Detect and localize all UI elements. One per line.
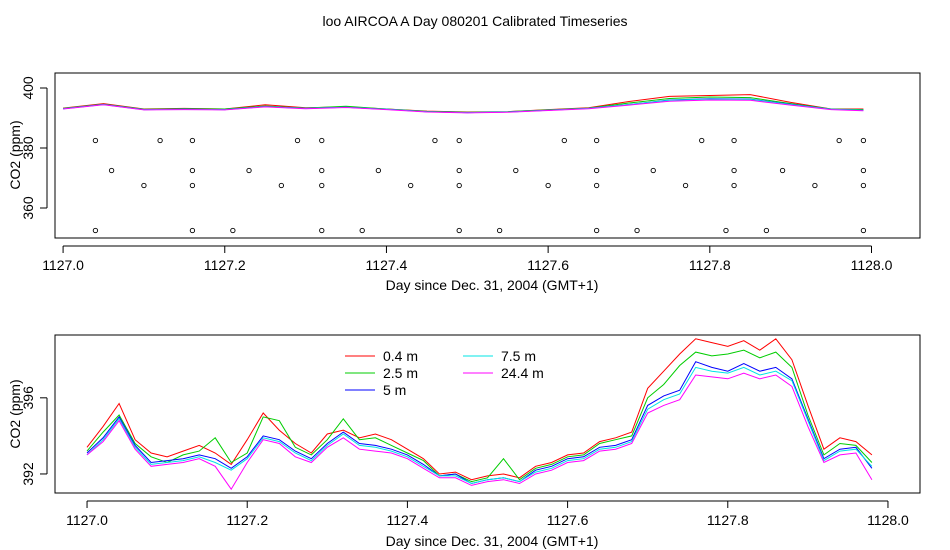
data-point — [731, 182, 737, 189]
series-line-7-5-m — [63, 98, 864, 114]
data-point — [189, 167, 196, 174]
data-point — [456, 167, 462, 174]
legend-label: 0.4 m — [383, 348, 418, 364]
data-point — [92, 137, 99, 144]
y-axis-top: 360 380 400 — [20, 76, 48, 220]
data-point — [359, 227, 365, 234]
data-point — [230, 227, 236, 234]
x-tick-label: 1127.8 — [689, 257, 731, 273]
y-tick-label: 392 — [20, 462, 36, 486]
data-point — [319, 182, 325, 189]
data-point — [860, 137, 867, 144]
data-point — [593, 182, 600, 189]
data-point — [189, 137, 196, 144]
data-point — [319, 137, 325, 144]
plot-frame-bottom — [54, 334, 921, 494]
data-point — [650, 167, 656, 174]
x-tick-label: 1127.0 — [66, 512, 108, 528]
data-point — [456, 182, 462, 189]
data-point — [763, 227, 770, 234]
plot-content-top — [63, 94, 867, 234]
plot-content-bottom — [86, 338, 873, 491]
legend-label: 2.5 m — [383, 365, 418, 381]
y-tick-label: 380 — [20, 136, 36, 160]
data-point — [593, 167, 600, 174]
data-point — [157, 137, 163, 144]
data-point — [456, 137, 462, 144]
legend-label: 7.5 m — [501, 348, 536, 364]
data-point — [319, 227, 325, 234]
series-line-7-5-m — [86, 366, 873, 485]
data-point — [278, 182, 285, 189]
page-title: loo AIRCOA A Day 080201 Calibrated Times… — [322, 13, 627, 29]
y-tick-label: 360 — [20, 196, 36, 220]
legend-label: 5 m — [383, 382, 406, 398]
series-line-5-m — [63, 98, 864, 114]
data-point — [731, 167, 737, 174]
data-point — [634, 227, 640, 234]
data-point — [723, 227, 729, 234]
series-line-0-4-m — [86, 338, 873, 481]
data-point — [189, 182, 196, 189]
panel-bottom: 1127.0 1127.2 1127.4 1127.6 1127.8 1128.0 392… — [7, 334, 921, 549]
x-tick-label: 1128.0 — [867, 512, 909, 528]
x-axis-bottom: 1127.0 1127.2 1127.4 1127.6 1127.8 1128.0 — [66, 500, 909, 528]
data-point — [699, 137, 705, 144]
plot-frame-top — [54, 72, 921, 239]
data-point — [189, 227, 196, 234]
x-axis-top: 1127.0 1127.2 1127.4 1127.6 1127.8 1128.0 — [42, 245, 893, 273]
data-point — [812, 182, 818, 189]
data-point — [246, 167, 252, 174]
x-tick-label: 1128.0 — [851, 257, 893, 273]
data-point — [731, 137, 737, 144]
y-tick-label: 396 — [20, 386, 36, 410]
x-tick-label: 1127.8 — [707, 512, 749, 528]
data-point — [141, 182, 147, 189]
data-point — [456, 227, 462, 234]
data-point — [375, 167, 382, 174]
data-point — [92, 227, 99, 234]
data-point — [860, 182, 867, 189]
series-line-24-4-m — [86, 372, 873, 491]
data-point — [682, 182, 689, 189]
x-tick-label: 1127.2 — [204, 257, 246, 273]
data-point — [319, 167, 325, 174]
legend: 0.4 m2.5 m5 m 7.5 m24.4 m — [345, 348, 544, 398]
x-tick-label: 1127.4 — [387, 512, 429, 528]
data-point — [294, 137, 301, 144]
data-point — [108, 167, 115, 174]
x-tick-label: 1127.4 — [366, 257, 408, 273]
legend-label: 24.4 m — [501, 365, 544, 381]
series-line-5-m — [86, 361, 873, 485]
data-point — [561, 137, 567, 144]
data-point — [860, 227, 867, 234]
series-line-2-5-m — [86, 349, 873, 483]
y-axis-label-bottom: CO2 (ppm) — [7, 379, 23, 448]
data-point — [545, 182, 551, 189]
data-point — [779, 167, 786, 174]
y-axis-label-top: CO2 (ppm) — [7, 120, 23, 189]
data-point — [432, 137, 438, 144]
x-tick-label: 1127.0 — [42, 257, 84, 273]
data-point — [513, 167, 519, 174]
data-point — [408, 182, 414, 189]
data-point — [496, 227, 503, 234]
x-axis-label-bottom: Day since Dec. 31, 2004 (GMT+1) — [386, 533, 599, 549]
x-axis-label-top: Day since Dec. 31, 2004 (GMT+1) — [386, 277, 599, 293]
panel-top: 1127.0 1127.2 1127.4 1127.6 1127.8 1128.0 360… — [7, 72, 921, 293]
series-line-24-4-m — [63, 99, 864, 114]
data-point — [593, 137, 600, 144]
data-point — [593, 227, 600, 234]
data-point — [836, 137, 842, 144]
data-point — [860, 167, 867, 174]
y-axis-bottom: 392 396 — [20, 386, 48, 486]
x-tick-label: 1127.6 — [527, 257, 569, 273]
x-tick-label: 1127.2 — [226, 512, 268, 528]
y-tick-label: 400 — [20, 76, 36, 100]
x-tick-label: 1127.6 — [547, 512, 589, 528]
